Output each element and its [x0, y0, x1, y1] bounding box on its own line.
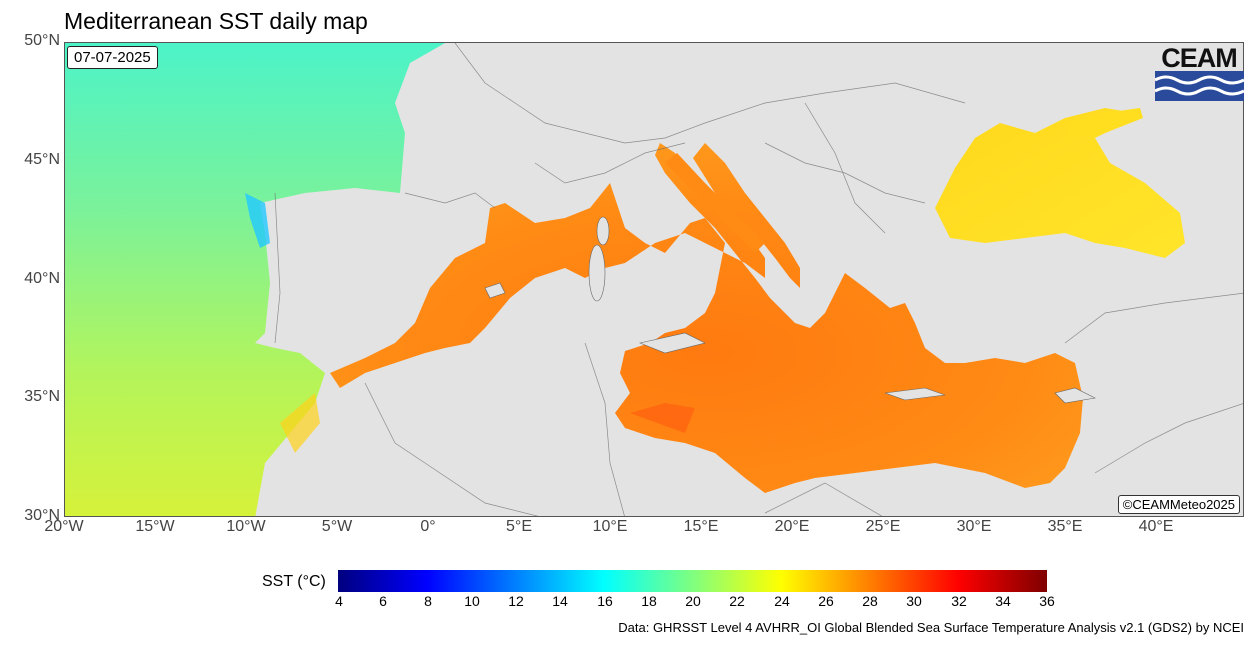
date-label: 07-07-2025 [67, 46, 158, 69]
color-scale-bar [338, 570, 1047, 592]
x-tick-label: 40°E [1138, 518, 1174, 535]
legend-tick-label: 10 [464, 593, 480, 609]
y-tick-label: 35°N [24, 388, 60, 405]
x-tick-label: 0° [420, 518, 436, 535]
map-panel [64, 42, 1244, 517]
x-tick-label: 15°E [683, 518, 719, 535]
x-tick-label: 20°W [44, 518, 84, 535]
legend-tick-label: 20 [685, 593, 701, 609]
legend-title: SST (°C) [262, 573, 326, 590]
legend-tick-label: 12 [508, 593, 524, 609]
corsica-island [596, 216, 610, 246]
sst-map [65, 43, 1243, 516]
legend-tick-label: 30 [906, 593, 922, 609]
x-tick-label: 10°E [592, 518, 628, 535]
wave-icon [1155, 71, 1244, 101]
legend-tick-label: 22 [729, 593, 745, 609]
y-tick-label: 50°N [24, 32, 60, 49]
x-tick-label: 5°W [321, 518, 353, 535]
legend-tick-label: 28 [862, 593, 878, 609]
crete-island [884, 387, 946, 401]
sicily-island [638, 332, 706, 354]
black-sea [935, 108, 1185, 258]
x-tick-label: 15°W [135, 518, 175, 535]
y-tick-label: 30°N [24, 507, 60, 524]
x-tick-label: 30°E [956, 518, 992, 535]
cyprus-island [1054, 387, 1096, 404]
y-tick-label: 45°N [24, 151, 60, 168]
y-tick-label: 40°N [24, 270, 60, 287]
logo-text: CEAM [1161, 43, 1238, 73]
credit-label: ©CEAMMeteo2025 [1117, 495, 1240, 514]
legend-tick-label: 14 [552, 593, 568, 609]
x-tick-label: 35°E [1047, 518, 1083, 535]
mediterranean-sea [330, 143, 1083, 493]
x-tick-label: 25°E [865, 518, 901, 535]
data-source-note: Data: GHRSST Level 4 AVHRR_OI Global Ble… [618, 620, 1244, 635]
legend-tick-label: 24 [774, 593, 790, 609]
country-borders [274, 43, 1243, 516]
legend-tick-label: 16 [597, 593, 613, 609]
legend-tick-label: 32 [951, 593, 967, 609]
legend-tick-label: 4 [335, 593, 343, 609]
legend-tick-label: 6 [379, 593, 387, 609]
x-tick-label: 10°W [226, 518, 266, 535]
ceam-logo: CEAM [1154, 43, 1244, 101]
legend-tick-label: 26 [818, 593, 834, 609]
legend-tick-label: 36 [1039, 593, 1055, 609]
x-tick-label: 5°E [506, 518, 532, 535]
legend-tick-label: 8 [424, 593, 432, 609]
legend-tick-label: 18 [641, 593, 657, 609]
sardinia-island [588, 244, 606, 302]
balearic-islands [484, 282, 506, 299]
map-title: Mediterranean SST daily map [64, 8, 368, 34]
x-tick-label: 20°E [774, 518, 810, 535]
legend-tick-label: 34 [995, 593, 1011, 609]
atlantic-ocean [65, 43, 445, 516]
